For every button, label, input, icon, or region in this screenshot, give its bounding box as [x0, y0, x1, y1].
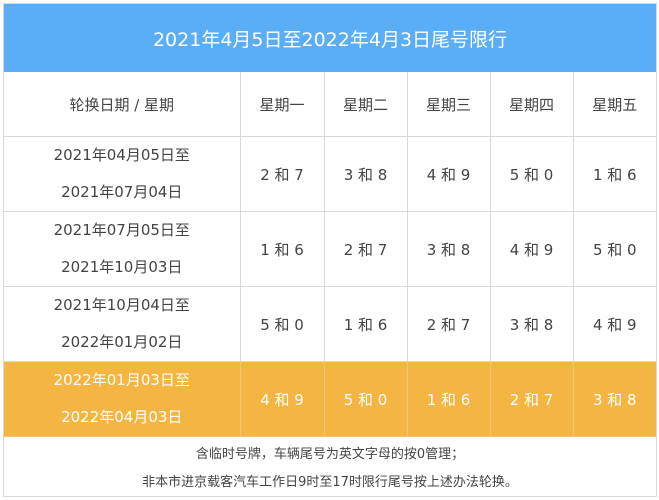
digits-cell: 4 和 9	[406, 136, 491, 212]
digits-cell: 1 和 6	[406, 361, 491, 437]
day-header-friday: 星期五	[572, 72, 656, 137]
digits-cell: 4 和 9	[489, 211, 574, 287]
period-end: 2022年01月02日	[61, 333, 183, 351]
period-cell: 2022年01月03日至 2022年04月03日	[4, 361, 241, 437]
digits-cell: 2 和 7	[239, 136, 325, 212]
table-row: 2021年10月04日至 2022年01月02日 5 和 0 1 和 6 2 和…	[4, 286, 656, 362]
table-notes: 含临时号牌，车辆尾号为英文字母的按0管理； 非本市进京载客汽车工作日9时至17时…	[4, 437, 656, 500]
period-start: 2021年10月04日至	[53, 296, 190, 314]
digits-cell: 2 和 7	[489, 361, 574, 437]
digits-cell: 3 和 8	[572, 361, 656, 437]
note-line: 含临时号牌，车辆尾号为英文字母的按0管理；	[195, 446, 465, 462]
digits-cell: 4 和 9	[239, 361, 325, 437]
table-row: 2021年04月05日至 2021年07月04日 2 和 7 3 和 8 4 和…	[4, 136, 656, 212]
table-title: 2021年4月5日至2022年4月3日尾号限行	[4, 4, 656, 72]
day-header-thursday: 星期四	[489, 72, 574, 137]
digits-cell: 2 和 7	[323, 211, 408, 287]
digits-cell: 1 和 6	[323, 286, 408, 362]
day-header-monday: 星期一	[239, 72, 325, 137]
period-start: 2021年04月05日至	[53, 146, 190, 164]
digits-cell: 5 和 0	[239, 286, 325, 362]
period-start: 2021年07月05日至	[53, 221, 190, 239]
digits-cell: 1 和 6	[572, 136, 656, 212]
digits-cell: 3 和 8	[489, 286, 574, 362]
digits-cell: 5 和 0	[489, 136, 574, 212]
period-end: 2021年07月04日	[61, 183, 183, 201]
period-end: 2022年04月03日	[61, 408, 183, 426]
digits-cell: 3 和 8	[406, 211, 491, 287]
period-cell: 2021年04月05日至 2021年07月04日	[4, 136, 241, 212]
table-row: 2021年07月05日至 2021年10月03日 1 和 6 2 和 7 3 和…	[4, 211, 656, 287]
period-cell: 2021年10月04日至 2022年01月02日	[4, 286, 241, 362]
digits-cell: 5 和 0	[572, 211, 656, 287]
period-start: 2022年01月03日至	[53, 371, 190, 389]
header-row: 轮换日期 / 星期 星期一 星期二 星期三 星期四 星期五	[4, 72, 656, 137]
note-line: 非本市进京载客汽车工作日9时至17时限行尾号按上述办法轮换。	[142, 474, 518, 490]
period-header: 轮换日期 / 星期	[4, 72, 241, 137]
digits-cell: 1 和 6	[239, 211, 325, 287]
table-row-highlighted: 2022年01月03日至 2022年04月03日 4 和 9 5 和 0 1 和…	[4, 361, 656, 437]
day-header-tuesday: 星期二	[323, 72, 408, 137]
digits-cell: 5 和 0	[323, 361, 408, 437]
digits-cell: 2 和 7	[406, 286, 491, 362]
period-end: 2021年10月03日	[61, 258, 183, 276]
day-header-wednesday: 星期三	[406, 72, 491, 137]
digits-cell: 3 和 8	[323, 136, 408, 212]
restriction-table-card: 2021年4月5日至2022年4月3日尾号限行 轮换日期 / 星期 星期一 星期…	[3, 3, 657, 497]
digits-cell: 4 和 9	[572, 286, 656, 362]
restriction-table: 轮换日期 / 星期 星期一 星期二 星期三 星期四 星期五 2021年04月05…	[4, 72, 656, 437]
period-cell: 2021年07月05日至 2021年10月03日	[4, 211, 241, 287]
